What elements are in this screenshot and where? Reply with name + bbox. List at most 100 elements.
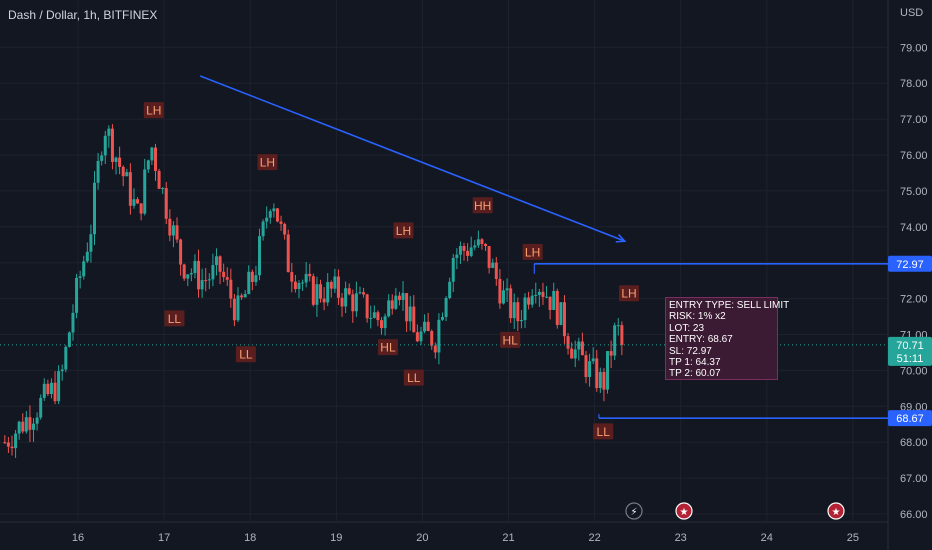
candle-body: [591, 358, 595, 362]
currency-label: USD: [900, 7, 924, 19]
candle-body: [121, 166, 125, 177]
x-tick-label: 16: [72, 532, 84, 544]
candle-body: [293, 281, 297, 290]
candle-body: [153, 147, 157, 171]
candle-body: [193, 260, 197, 274]
candle-body: [225, 277, 229, 280]
candle-body: [573, 349, 577, 359]
pivot-label-bg: [377, 339, 398, 356]
pivot-label-bg: [235, 346, 256, 363]
candle-body: [57, 371, 61, 402]
candle-body: [304, 273, 308, 283]
candle-body: [487, 246, 491, 268]
candle-body: [35, 417, 39, 424]
pivot-label-bg: [257, 154, 278, 171]
pivot-label-lh: LH: [260, 156, 275, 170]
dividend-icon: [625, 502, 643, 520]
us-flag-icon-glyph: ★: [832, 507, 841, 518]
candle-body: [609, 351, 613, 356]
candle-body: [200, 280, 204, 290]
dividend-icon-glyph: ⚡: [630, 507, 637, 518]
candle-body: [146, 160, 150, 170]
candle-body: [358, 292, 362, 294]
sl-price-tag-bg: [888, 255, 932, 272]
candle-body: [229, 279, 233, 299]
candle-body: [250, 271, 254, 282]
candle-body: [197, 260, 201, 290]
candle-body: [552, 290, 556, 310]
current-price-tag-text: 51:11: [897, 353, 924, 365]
candle-body: [512, 302, 516, 319]
candle-body: [21, 421, 25, 432]
candle-body: [548, 296, 552, 310]
info-entry: ENTRY: 68.67: [669, 334, 733, 346]
y-tick-label: 78.00: [900, 78, 928, 90]
trendline-arrowhead: [615, 234, 627, 243]
candle-body: [401, 293, 405, 300]
pivot-label-hh: HH: [474, 199, 491, 213]
pivot-label-bg: [500, 331, 521, 348]
y-tick-label: 75.00: [900, 186, 928, 198]
candle-body: [315, 284, 319, 305]
pivot-label-bg: [164, 310, 185, 327]
candle-body: [394, 295, 398, 309]
candle-body: [258, 236, 262, 276]
candle-body: [376, 312, 380, 321]
pivot-label-lh: LH: [621, 287, 636, 301]
candle-body: [344, 288, 348, 307]
candle-body: [311, 276, 315, 305]
candle-body: [110, 128, 114, 162]
candle-body: [451, 257, 455, 282]
candle-body: [275, 208, 279, 222]
candle-body: [125, 172, 129, 177]
pivot-label-bg: [403, 369, 424, 386]
candle-body: [509, 288, 513, 319]
candle-body: [14, 433, 18, 449]
candle-body: [430, 331, 434, 346]
candle-body: [42, 383, 46, 398]
candle-body: [322, 298, 326, 303]
candle-body: [179, 239, 183, 265]
candle-body: [433, 345, 437, 353]
info-entry-type: ENTRY TYPE: SELL LIMIT: [669, 300, 790, 311]
candle-body: [265, 217, 269, 222]
candle-body: [243, 293, 247, 298]
candle-body: [53, 382, 57, 402]
pivot-label-bg: [619, 285, 640, 302]
candle-body: [82, 261, 86, 277]
candle-body: [139, 203, 143, 214]
candle-body: [383, 316, 387, 329]
candle-body: [283, 223, 287, 235]
candle-body: [480, 239, 484, 244]
candle-body: [336, 276, 340, 298]
info-risk: RISK: 1% x2: [669, 311, 726, 323]
event-markers[interactable]: ⚡ ★ ★: [625, 502, 845, 520]
candle-body: [232, 298, 236, 321]
y-tick-label: 66.00: [900, 509, 928, 521]
y-tick-label: 72.00: [900, 294, 928, 306]
price-axis[interactable]: 66.0067.0068.0069.0070.0071.0072.0073.00…: [900, 42, 928, 521]
pivot-label-hl: HL: [380, 341, 396, 355]
candle-body: [211, 265, 215, 280]
candle-body: [362, 292, 366, 295]
symbol-title[interactable]: Dash / Dollar, 1h, BITFINEX: [8, 8, 158, 22]
candle-body: [405, 293, 409, 322]
candle-body: [602, 371, 606, 390]
candle-body: [85, 251, 89, 262]
candle-body: [584, 355, 588, 377]
candle-body: [297, 283, 301, 290]
candle-body: [268, 211, 272, 218]
x-tick-label: 25: [847, 532, 859, 544]
candle-body: [3, 442, 7, 444]
info-tp2: TP 2: 60.07: [669, 368, 721, 380]
candle-body: [380, 320, 384, 329]
trendline: [199, 75, 626, 242]
candle-body: [189, 273, 193, 275]
candle-body: [501, 290, 505, 304]
time-axis[interactable]: 16 17 18 19 20 21 22 23 24 25: [72, 532, 859, 544]
candle-body: [326, 282, 330, 303]
candle-body: [100, 155, 104, 161]
candlestick-series: [3, 124, 624, 458]
pivot-label-ll: LL: [597, 425, 611, 439]
